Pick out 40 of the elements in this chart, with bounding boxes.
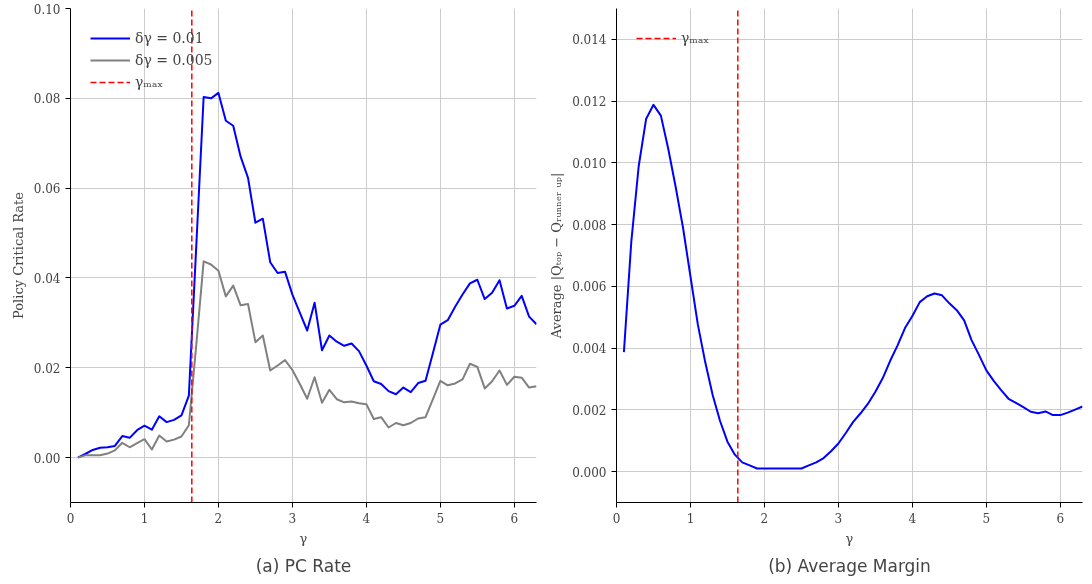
ref-line-label: γₘₐₓ xyxy=(681,30,710,46)
x-tick-label: 1 xyxy=(686,511,695,526)
line-series xyxy=(76,260,537,459)
y-tick-label: 0.06 xyxy=(33,182,61,197)
x-tick-label: 5 xyxy=(436,511,445,526)
y-tick-label: 0.006 xyxy=(572,280,607,295)
x-tick-label: 2 xyxy=(760,511,769,526)
x-tick-label: 3 xyxy=(288,511,297,526)
x-tick-label: 6 xyxy=(510,511,519,526)
y-tick-label: 0.10 xyxy=(33,2,61,17)
x-tick-label: 6 xyxy=(1056,511,1065,526)
x-tick-label: 4 xyxy=(362,511,371,526)
y-tick-label: 0.08 xyxy=(33,92,61,107)
y-axis-title: Average |Qₜₒₚ − Qᵣᵤₙₙₑᵣ ᵤₚ| xyxy=(549,172,565,340)
text: (b) Average Margin xyxy=(768,555,931,576)
y-tick-label: 0.012 xyxy=(572,95,607,110)
y-tick-label: 0.014 xyxy=(572,33,607,48)
y-tick-label: 0.010 xyxy=(572,156,607,171)
y-tick-label: 0.008 xyxy=(572,218,607,233)
text: (a) PC Rate xyxy=(255,555,352,576)
x-tick-label: 4 xyxy=(908,511,917,526)
y-tick-label: 0.002 xyxy=(572,403,607,418)
y-axis-title: Policy Critical Rate xyxy=(10,191,26,319)
y-tick-label: 0.004 xyxy=(572,342,607,357)
legend-label: δγ = 0.005 xyxy=(135,52,213,68)
x-tick-label: 5 xyxy=(982,511,991,526)
y-tick-label: 0.04 xyxy=(33,271,61,286)
x-axis-title: γ xyxy=(299,530,308,546)
y-tick-label: 0.02 xyxy=(33,361,61,376)
x-tick-label: 0 xyxy=(612,511,621,526)
x-tick-label: 3 xyxy=(834,511,843,526)
legend-label: δγ = 0.01 xyxy=(135,30,204,46)
x-tick-label: 2 xyxy=(214,511,223,526)
line-series xyxy=(622,103,1083,470)
ref-line-label: γₘₐₓ xyxy=(135,74,164,90)
y-tick-label: 0.00 xyxy=(33,451,61,466)
x-tick-label: 1 xyxy=(140,511,149,526)
x-axis-title: γ xyxy=(845,530,854,546)
x-tick-label: 0 xyxy=(66,511,75,526)
y-tick-label: 0.000 xyxy=(572,465,607,480)
